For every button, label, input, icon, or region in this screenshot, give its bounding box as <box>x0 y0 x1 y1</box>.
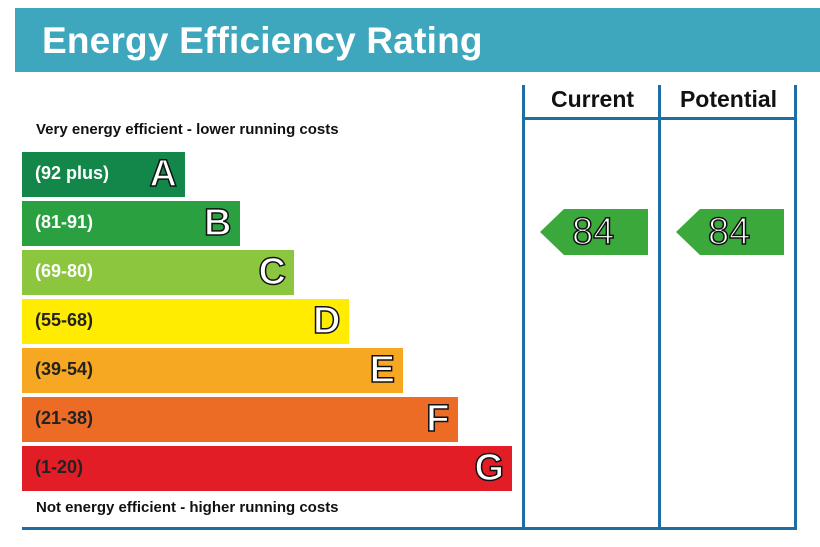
band-f: (21-38) F <box>22 397 458 442</box>
band-c: (69-80) C <box>22 250 294 295</box>
bottom-note: Not energy efficient - higher running co… <box>36 499 339 516</box>
column-header-current: Current <box>550 86 635 112</box>
band-range: (21-38) <box>35 408 94 428</box>
divider <box>658 85 661 530</box>
band-e: (39-54) E <box>22 348 403 393</box>
band-range: (1-20) <box>35 457 84 477</box>
header-divider <box>522 117 797 120</box>
band-range: (92 plus) <box>35 163 110 183</box>
band-range: (81-91) <box>35 212 94 232</box>
band-letter: F <box>426 397 451 441</box>
band-a: (92 plus) A <box>22 152 185 197</box>
chart-title: Energy Efficiency Rating <box>42 20 483 61</box>
current-rating-value: 84 <box>571 210 615 254</box>
band-letter: G <box>474 446 505 490</box>
band-g: (1-20) G <box>22 446 512 491</box>
top-note: Very energy efficient - lower running co… <box>36 121 339 138</box>
band-d: (55-68) D <box>22 299 349 344</box>
divider <box>522 85 525 530</box>
divider <box>794 85 797 530</box>
band-letter: C <box>258 250 287 294</box>
band-range: (69-80) <box>35 261 94 281</box>
column-header-potential: Potential <box>679 86 778 112</box>
title-banner: Energy Efficiency Rating <box>15 8 820 72</box>
bottom-divider <box>22 527 797 530</box>
band-range: (39-54) <box>35 359 94 379</box>
band-letter: A <box>149 152 178 196</box>
potential-rating-arrow: 84 <box>676 209 784 255</box>
potential-rating-value: 84 <box>707 210 751 254</box>
band-letter: E <box>369 348 396 392</box>
band-b: (81-91) B <box>22 201 240 246</box>
band-letter: B <box>203 201 232 245</box>
band-letter: D <box>312 299 341 343</box>
current-rating-arrow: 84 <box>540 209 648 255</box>
band-range: (55-68) <box>35 310 94 330</box>
